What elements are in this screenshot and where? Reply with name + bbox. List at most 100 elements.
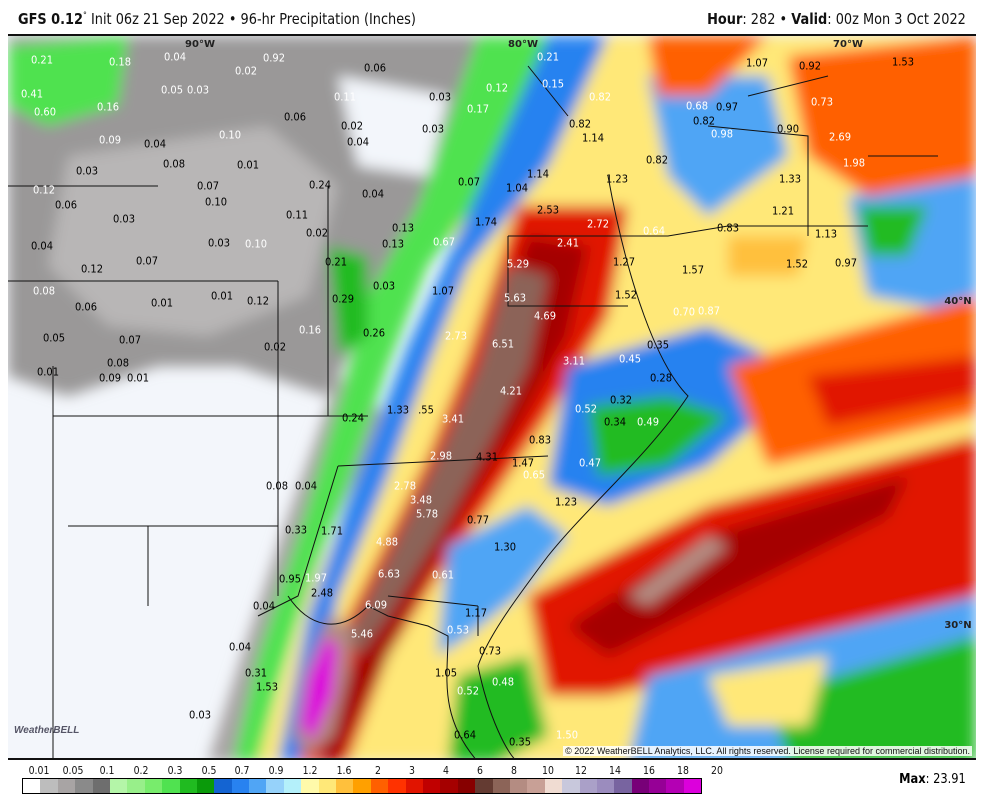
legend-swatch [631,779,650,793]
legend-swatch [492,779,510,793]
precip-value-label: 0.87 [697,304,721,318]
precip-value-label: 1.57 [681,263,705,277]
precip-value-label: 0.82 [645,153,669,167]
precip-value-label: 2.78 [393,479,417,493]
precip-value-label: 0.83 [528,433,552,447]
precip-value-label: 0.52 [456,684,480,698]
precip-value-label: 0.03 [207,236,231,250]
legend-tick: 2 [375,764,381,777]
precip-value-label: 0.09 [98,133,122,147]
precip-value-label: 0.98 [710,127,734,141]
precip-value-label: 0.07 [457,175,481,189]
legend-swatch [544,779,563,793]
precip-value-label: 0.08 [106,356,130,370]
precip-value-label: 5.29 [506,257,530,271]
precip-value-label: 4.31 [475,450,499,464]
legend-swatch [109,779,128,793]
precip-value-label: 6.63 [377,567,401,581]
precip-value-label: 0.01 [126,371,150,385]
precip-value-label: 0.07 [135,254,159,268]
precip-value-label: 0.82 [588,90,612,104]
precip-value-label: 0.02 [305,226,329,240]
precip-value-label: 0.05 [160,83,184,97]
legend-swatch [40,779,58,793]
precip-value-label: 0.03 [372,279,396,293]
legend-swatch [440,779,458,793]
precip-value-label: 1.27 [612,255,636,269]
legend-tick: 0.01 [28,764,50,777]
precip-value-label: 1.53 [255,680,279,694]
gridline-label: 40°N [944,296,972,307]
precip-value-label: 0.67 [432,235,456,249]
precip-value-label: 0.34 [603,415,627,429]
precip-value-label: 0.03 [188,708,212,722]
precip-value-label: 0.70 [672,305,696,319]
precip-value-label: 4.69 [533,309,557,323]
legend-swatch [75,779,93,793]
legend-swatch [196,779,215,793]
legend-tick: 20 [711,764,723,777]
legend-swatch [596,779,615,793]
precip-value-label: 0.21 [536,50,560,64]
precip-value-label: 0.04 [346,135,370,149]
precip-value-label: 1.74 [474,215,498,229]
gridline-label: 80°W [508,39,538,50]
precip-value-label: 0.90 [776,122,800,136]
precip-value-label: 0.07 [196,179,220,193]
precip-value-label: 0.02 [340,119,364,133]
precip-value-label: 0.21 [30,53,54,67]
legend-swatch [649,779,667,793]
precip-value-label: 0.17 [466,102,490,116]
legend-swatch [249,779,267,793]
precip-value-label: 0.08 [265,479,289,493]
precip-value-label: 1.17 [464,606,488,620]
precip-value-label: 1.47 [511,456,535,470]
max-precip: Max: 23.91 [899,772,966,787]
precip-value-label: 4.88 [375,535,399,549]
precip-value-label: 1.71 [320,524,344,538]
precip-value-label: 0.33 [284,523,308,537]
precip-value-label: 0.08 [162,157,186,171]
precip-value-label: 0.53 [446,623,470,637]
precip-value-label: 0.16 [298,323,322,337]
legend-swatch [231,779,250,793]
precip-value-label: 0.02 [263,340,287,354]
precip-value-label: 1.05 [434,666,458,680]
precip-value-label: 0.92 [262,51,286,65]
legend-tick: 0.7 [234,764,250,777]
precip-value-label: 0.03 [186,83,210,97]
precip-value-label: 0.47 [578,456,602,470]
gridline-label: 90°W [185,39,215,50]
precip-value-label: 0.92 [798,59,822,73]
legend-swatch [388,779,406,793]
legend-tick: 10 [541,764,554,777]
legend-swatch [144,779,163,793]
precip-value-label: 0.45 [618,352,642,366]
legend-tick: 1.6 [336,764,352,777]
precip-value-label: 1.07 [745,56,769,70]
gridline-label: 30°N [944,620,972,631]
precip-value-label: 0.64 [642,224,666,238]
precip-value-label: 1.52 [785,257,809,271]
precip-value-label: 0.29 [331,292,355,306]
map-title: GFS 0.12° Init 06z 21 Sep 2022 • 96-hr P… [18,10,416,28]
precip-value-label: 0.07 [118,333,142,347]
precip-value-label: 2.72 [586,217,610,231]
legend-tick: 18 [677,764,690,777]
legend-swatch [127,779,145,793]
precip-value-label: 4.21 [499,384,523,398]
precip-value-label: 0.83 [716,221,740,235]
valid-time: Hour: 282 • Valid: 00z Mon 3 Oct 2022 [707,10,966,28]
gridline-label: 70°W [833,39,863,50]
precip-value-label: 0.24 [341,411,365,425]
precip-value-label: 0.01 [150,296,174,310]
legend-tick: 0.5 [201,764,216,777]
precip-value-label: 0.04 [143,137,167,151]
legend-swatch [509,779,528,793]
weatherbell-logo: WeatherBELL [14,725,80,736]
legend-swatch [527,779,545,793]
legend-swatch [57,779,76,793]
precip-value-label: 5.46 [350,627,374,641]
legend-tick: 12 [575,764,588,777]
precip-value-label: 1.30 [493,540,517,554]
